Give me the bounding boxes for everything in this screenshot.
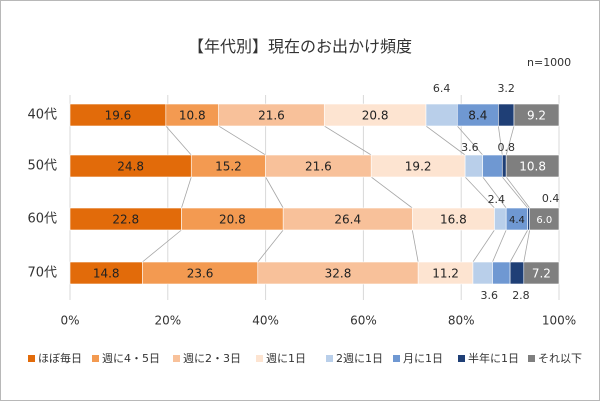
data-label: 8.4 xyxy=(468,109,487,123)
bar-segment xyxy=(464,154,484,178)
bar-segment xyxy=(482,154,503,178)
legend-swatch xyxy=(326,355,333,362)
data-label: 14.8 xyxy=(93,267,120,281)
data-label: 7.2 xyxy=(532,267,551,281)
legend-label: 月に1日 xyxy=(403,352,443,365)
legend-swatch xyxy=(393,355,400,362)
legend-swatch xyxy=(92,355,99,362)
bar-segment xyxy=(425,103,458,127)
data-label: 3.2 xyxy=(497,82,515,95)
connector-line xyxy=(257,229,284,263)
bar-segment xyxy=(498,103,515,127)
data-label: 22.8 xyxy=(112,213,139,227)
connector-line xyxy=(464,176,495,209)
bar-segment xyxy=(523,261,560,285)
x-tick-label: 60% xyxy=(350,314,377,328)
connector-line xyxy=(505,176,530,209)
connector-line xyxy=(497,125,503,156)
legend-label: それ以下 xyxy=(538,352,582,365)
connector-line xyxy=(411,229,419,263)
data-label: 24.8 xyxy=(117,160,144,174)
connector-line xyxy=(523,229,531,263)
x-tick-label: 80% xyxy=(448,314,475,328)
data-label: 21.6 xyxy=(305,160,332,174)
connector-line xyxy=(265,176,284,209)
data-label: 20.8 xyxy=(219,213,246,227)
data-label: 11.2 xyxy=(432,267,459,281)
data-label: 3.6 xyxy=(481,289,499,302)
data-label: 2.8 xyxy=(512,289,530,302)
data-label: 3.6 xyxy=(461,141,479,154)
connector-line xyxy=(181,176,192,209)
bar-segment xyxy=(505,154,560,178)
legend-label: 週に4・5日 xyxy=(102,352,160,365)
chart-title: 【年代別】現在のお出かけ頻度 xyxy=(187,37,412,56)
data-label: 0.4 xyxy=(542,192,560,205)
connector-line xyxy=(456,125,484,156)
bar-segment xyxy=(472,261,493,285)
category-label: 60代 xyxy=(27,212,57,227)
connector-line xyxy=(501,176,529,209)
connector-line xyxy=(505,125,515,156)
data-label: 10.8 xyxy=(179,109,206,123)
legend-label: 週に1日 xyxy=(266,352,306,365)
connector-line xyxy=(370,176,413,209)
x-tick-label: 0% xyxy=(60,314,79,328)
data-label: 19.6 xyxy=(105,109,132,123)
data-label: 19.2 xyxy=(405,160,432,174)
data-label: 4.4 xyxy=(509,215,525,226)
data-label: 0.8 xyxy=(497,141,515,154)
data-label: 26.4 xyxy=(334,213,361,227)
sample-size-note: n=1000 xyxy=(527,56,572,69)
bar-segment xyxy=(492,261,511,285)
data-label: 2.4 xyxy=(488,193,506,206)
data-label: 15.2 xyxy=(215,160,242,174)
connector-line xyxy=(472,229,495,263)
data-label: 6.0 xyxy=(536,215,552,226)
connector-line xyxy=(509,229,529,263)
connector-line xyxy=(482,176,507,209)
connector-line xyxy=(165,125,192,156)
legend-swatch xyxy=(173,355,180,362)
bar-segment xyxy=(494,207,507,231)
data-label: 32.8 xyxy=(325,267,352,281)
data-label: 10.8 xyxy=(519,160,546,174)
legend-swatch xyxy=(256,355,263,362)
bar-segment xyxy=(509,261,525,285)
legend-label: ほぼ毎日 xyxy=(38,352,82,365)
connector-line xyxy=(492,229,507,263)
connector-line xyxy=(142,229,182,263)
data-label: 16.8 xyxy=(440,213,467,227)
data-label: 9.2 xyxy=(527,109,546,123)
bar-segment xyxy=(513,103,560,127)
connector-line xyxy=(425,125,466,156)
connector-line xyxy=(324,125,372,156)
legend-swatch xyxy=(28,355,35,362)
x-tick-label: 40% xyxy=(252,314,279,328)
data-label: 6.4 xyxy=(433,82,451,95)
data-label: 21.6 xyxy=(258,109,285,123)
x-tick-label: 20% xyxy=(154,314,181,328)
x-tick-label: 100% xyxy=(542,314,576,328)
legend-label: 2週に1日 xyxy=(336,352,383,365)
legend-label: 週に2・3日 xyxy=(183,352,241,365)
data-label: 23.6 xyxy=(187,267,214,281)
bar-segment xyxy=(501,154,507,178)
connector-line xyxy=(218,125,266,156)
legend-swatch xyxy=(528,355,535,362)
data-label: 20.8 xyxy=(362,109,389,123)
category-label: 70代 xyxy=(27,266,57,281)
bar-segment xyxy=(529,207,560,231)
category-label: 40代 xyxy=(27,108,57,123)
legend-swatch xyxy=(458,355,465,362)
category-label: 50代 xyxy=(27,159,57,174)
legend-label: 半年に1日 xyxy=(468,351,519,365)
